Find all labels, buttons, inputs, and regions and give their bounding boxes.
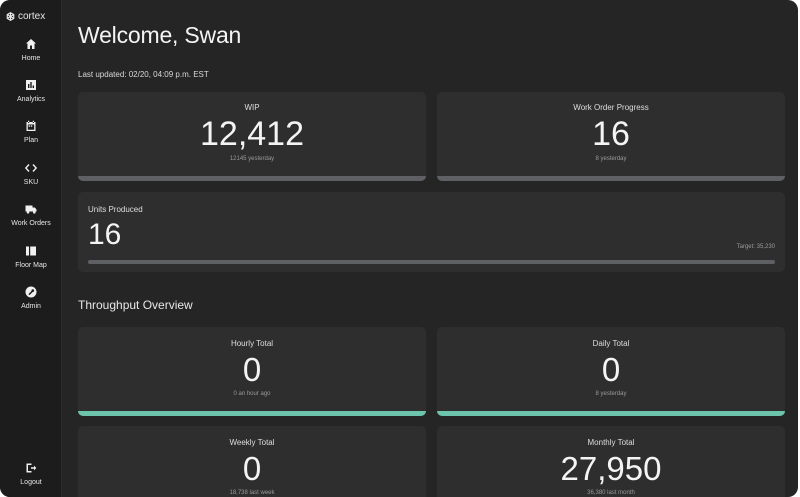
card-bar	[437, 411, 785, 416]
sidebar-item-label: Admin	[21, 303, 41, 310]
hourly-total-card[interactable]: Hourly Total 0 0 an hour ago	[78, 327, 426, 416]
card-subtext: 8 yesterday	[595, 391, 627, 397]
main-content: Welcome, Swan Last updated: 02/20, 04:09…	[62, 0, 798, 497]
card-bar	[78, 176, 426, 181]
card-value: 0	[242, 351, 262, 388]
card-label: Weekly Total	[229, 438, 275, 447]
card-label: Monthly Total	[587, 438, 635, 447]
units-produced-card[interactable]: Units Produced 16 Target: 35,230	[78, 192, 785, 272]
card-value: 12,412	[200, 115, 304, 153]
logout-icon	[26, 463, 37, 473]
card-value: 0	[601, 351, 621, 388]
target-label: Target: 35,230	[736, 244, 775, 250]
card-subtext: 0 an hour ago	[233, 391, 271, 397]
throughput-section-title: Throughput Overview	[78, 298, 193, 312]
calendar-icon	[26, 120, 36, 131]
brand-logo[interactable]: cortex	[6, 11, 45, 22]
sidebar-item-floor-map[interactable]: Floor Map	[0, 245, 62, 281]
sidebar: cortex Home Analytics Plan SKU Work Orde…	[0, 0, 62, 497]
brand-name: cortex	[18, 11, 46, 22]
analytics-icon	[26, 80, 36, 90]
monthly-total-card[interactable]: Monthly Total 27,950 36,380 last month	[437, 426, 785, 497]
card-value: 0	[242, 450, 262, 487]
card-bar	[78, 411, 426, 416]
code-icon	[25, 164, 37, 172]
card-label: Work Order Progress	[573, 103, 649, 112]
sidebar-item-admin[interactable]: Admin	[0, 286, 62, 322]
card-subtext: 18,738 last week	[229, 490, 275, 496]
sidebar-item-label: Home	[21, 55, 41, 62]
sidebar-item-label: Plan	[23, 137, 38, 144]
card-subtext: 12145 yesterday	[229, 156, 275, 162]
weekly-total-card[interactable]: Weekly Total 0 18,738 last week	[78, 426, 426, 497]
page-title: Welcome, Swan	[78, 22, 242, 48]
daily-total-card[interactable]: Daily Total 0 8 yesterday	[437, 327, 785, 416]
sidebar-item-work-orders[interactable]: Work Orders	[0, 203, 62, 239]
card-label: Hourly Total	[230, 339, 274, 348]
sidebar-item-label: Floor Map	[15, 262, 47, 269]
card-label: Units Produced	[88, 205, 143, 214]
card-label: WIP	[244, 103, 260, 112]
card-subtext: 36,380 last month	[587, 490, 635, 496]
card-subtext: 8 yesterday	[595, 156, 627, 162]
map-icon	[26, 246, 36, 256]
cortex-logo-icon	[6, 12, 15, 21]
logout-button[interactable]: Logout	[0, 462, 62, 497]
logout-label: Logout	[20, 479, 42, 486]
wrench-icon	[25, 286, 37, 298]
sidebar-item-label: Analytics	[16, 96, 45, 103]
sidebar-item-home[interactable]: Home	[0, 38, 62, 74]
sidebar-item-label: Work Orders	[11, 220, 51, 227]
home-icon	[26, 39, 36, 49]
card-bar	[437, 176, 785, 181]
wip-card[interactable]: WIP 12,412 12145 yesterday	[78, 92, 426, 181]
card-value: 16	[88, 218, 122, 251]
card-value: 27,950	[560, 450, 662, 487]
sidebar-item-sku[interactable]: SKU	[0, 162, 62, 198]
sidebar-item-plan[interactable]: Plan	[0, 120, 62, 156]
work-order-progress-card[interactable]: Work Order Progress 16 8 yesterday	[437, 92, 785, 181]
truck-icon	[25, 205, 37, 214]
sidebar-item-analytics[interactable]: Analytics	[0, 79, 62, 115]
last-updated: Last updated: 02/20, 04:09 p.m. EST	[78, 70, 209, 79]
card-value: 16	[592, 115, 630, 153]
sidebar-item-label: SKU	[23, 179, 39, 186]
card-label: Daily Total	[592, 339, 630, 348]
units-progress-bar	[88, 260, 775, 264]
